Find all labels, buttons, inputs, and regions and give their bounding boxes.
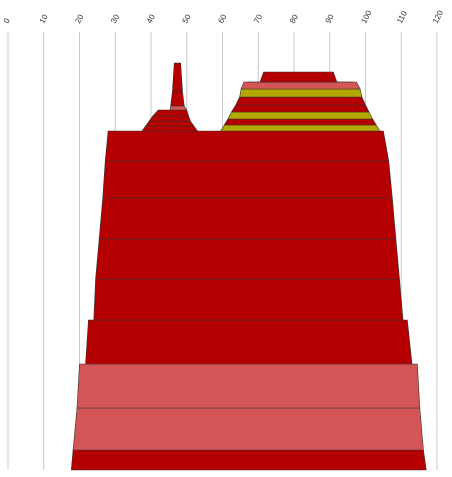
peak-1-band-2 [145, 120, 195, 127]
peak-2-band-6 [239, 88, 363, 98]
peak-1-band-5 [169, 105, 188, 111]
layer-band-5 [93, 278, 404, 321]
x-tick-label-100: 100 [359, 8, 373, 24]
x-tick-label-80: 80 [288, 12, 300, 25]
x-tick-label-30: 30 [109, 12, 121, 25]
layer-band-3 [76, 363, 421, 409]
x-tick-label-90: 90 [324, 12, 336, 25]
peak-2-band-4 [230, 104, 370, 113]
area-bands [70, 62, 427, 471]
peak-2-band-1 [220, 124, 381, 132]
peak-1-band-7 [172, 62, 183, 92]
x-tick-labels: 0 10 20 30 40 50 60 70 80 90 100 110 120 [2, 8, 445, 24]
x-tick-label-40: 40 [145, 12, 157, 25]
x-tick-label-110: 110 [395, 9, 409, 25]
x-tick-label-0: 0 [2, 16, 12, 25]
x-tick-label-60: 60 [216, 12, 228, 25]
layer-band-7 [98, 197, 397, 240]
x-tick-label-20: 20 [73, 12, 85, 25]
peak-1-band-4 [152, 109, 189, 117]
x-tick-label-50: 50 [181, 12, 193, 25]
x-tick-label-120: 120 [431, 8, 445, 24]
peak-2-band-7 [240, 81, 361, 90]
x-tick-label-70: 70 [252, 12, 264, 25]
layer-band-6 [95, 238, 400, 280]
layer-band-8 [102, 160, 393, 199]
layer-band-4 [85, 319, 413, 365]
layer-band-2 [72, 407, 424, 451]
layer-band-9 [104, 130, 390, 162]
x-tick-label-10: 10 [38, 12, 50, 25]
peak-1-band-3 [148, 115, 191, 122]
peak-2-band-3 [227, 111, 374, 120]
layer-band-1 [70, 449, 427, 471]
peak-2-band-10 [259, 71, 338, 83]
peak-2-band-5 [235, 96, 366, 106]
peak-1-band-6 [170, 90, 185, 107]
peak-2-band-2 [223, 118, 377, 126]
peak-1-band-1 [141, 125, 199, 132]
